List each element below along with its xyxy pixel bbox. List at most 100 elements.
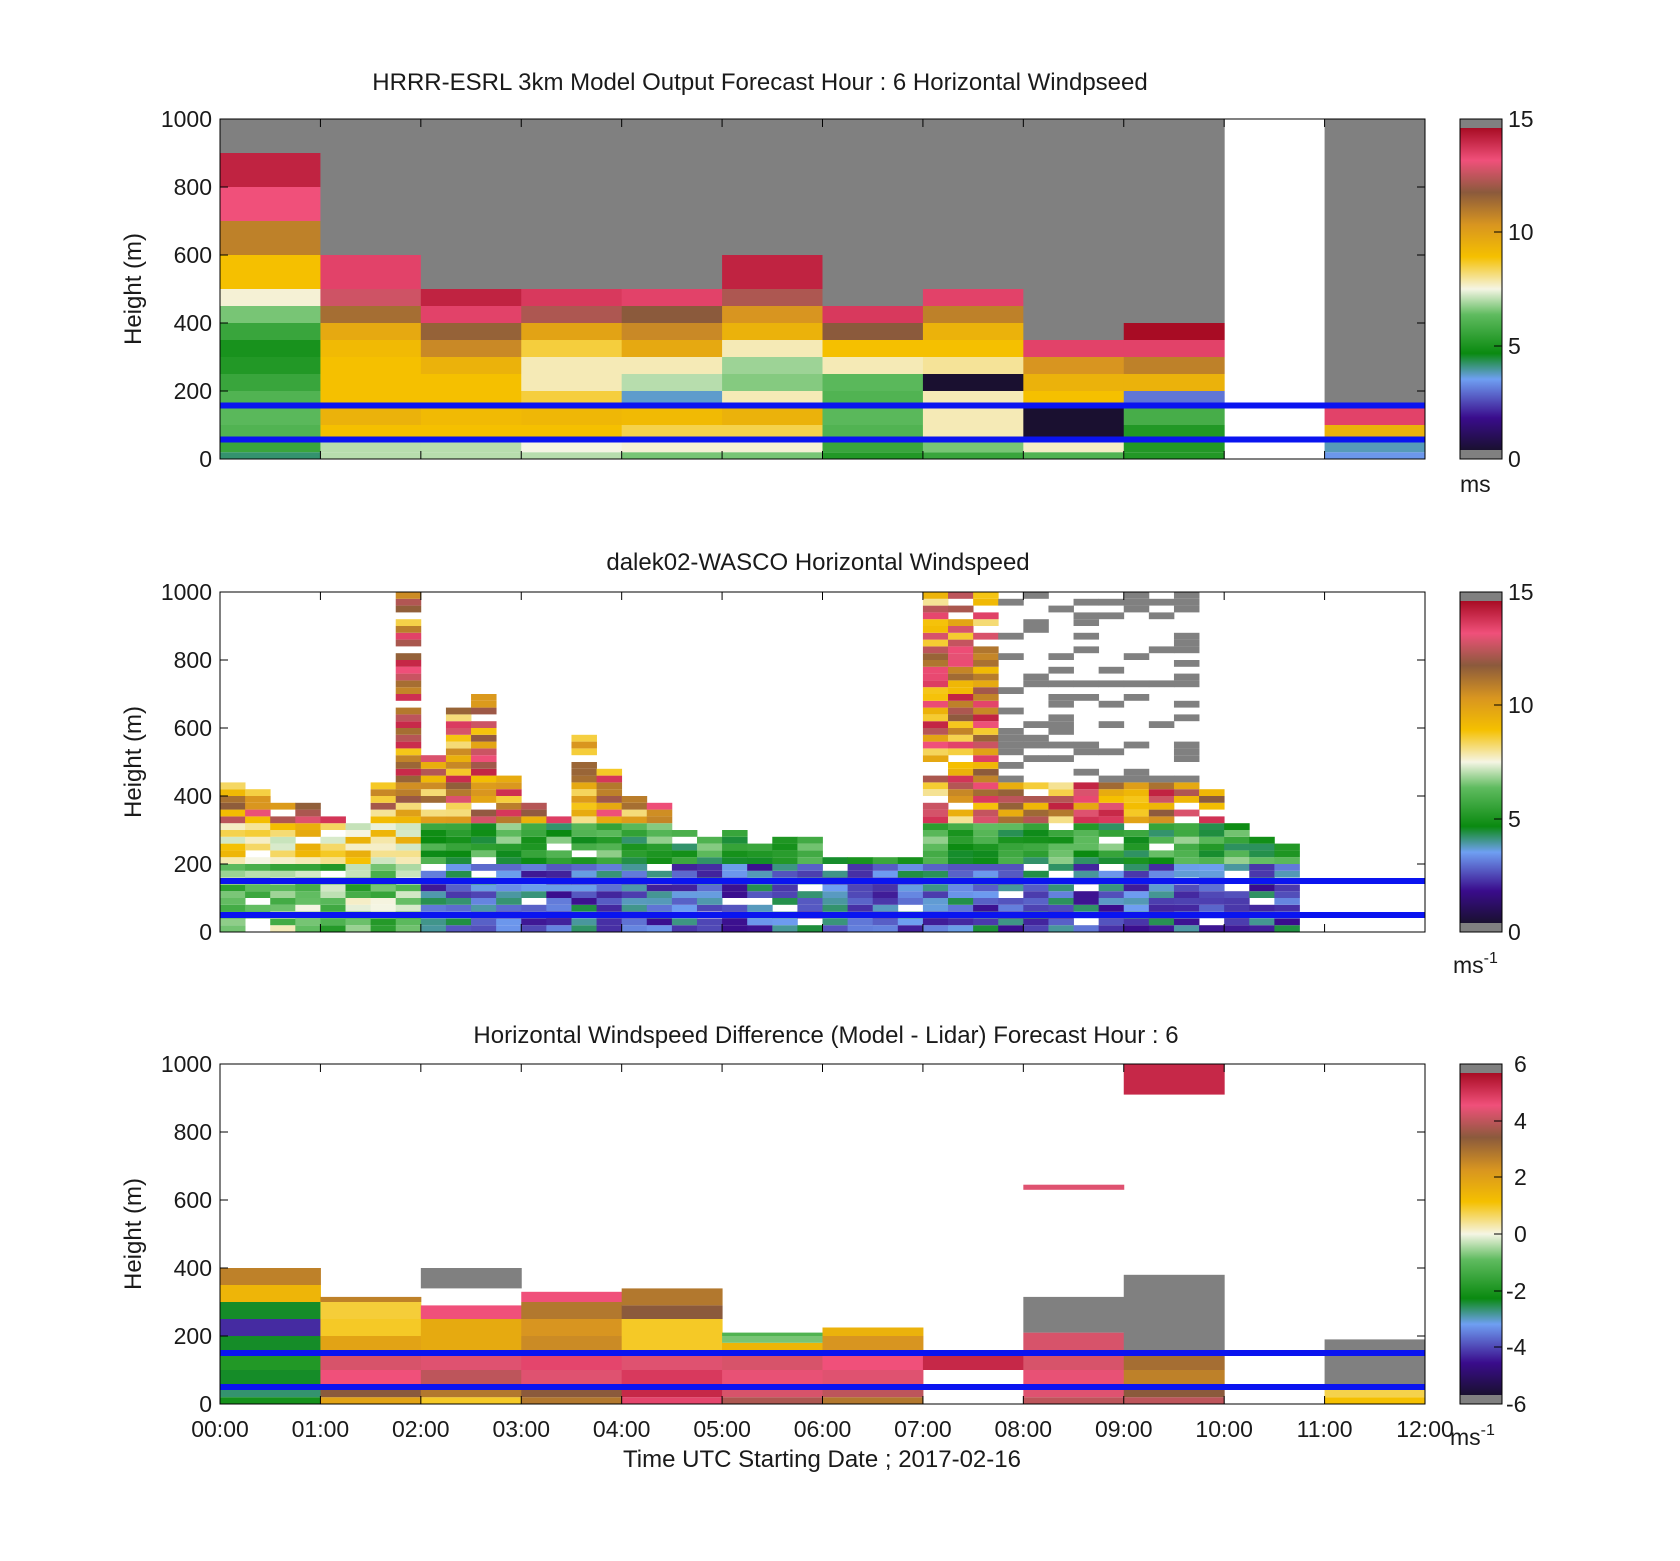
- heatmap-cell: [1148, 925, 1175, 932]
- heatmap-cell: [722, 255, 823, 289]
- heatmap-cell: [797, 850, 823, 858]
- panel-model: HRRR-ESRL 3km Model Output Forecast Hour…: [120, 69, 1534, 497]
- heatmap-cell: [420, 762, 447, 769]
- heatmap-cell: [922, 870, 949, 878]
- heatmap-cell-above-top: [822, 119, 924, 306]
- heatmap-cell: [445, 830, 472, 837]
- heatmap-cell: [571, 891, 597, 898]
- heatmap-cell-missing: [998, 653, 1024, 660]
- heatmap-cell: [973, 714, 999, 722]
- colorbar-tick-label: 0: [1514, 1221, 1527, 1247]
- x-tick-label: 05:00: [693, 1416, 751, 1442]
- heatmap-cell: [521, 1302, 623, 1319]
- heatmap-cell: [320, 864, 346, 871]
- heatmap-cell: [998, 836, 1024, 844]
- heatmap-cell: [370, 864, 397, 871]
- heatmap-cell-missing: [1173, 700, 1200, 708]
- heatmap-cell: [621, 357, 723, 374]
- heatmap-cell: [445, 728, 472, 735]
- heatmap-cell: [1023, 891, 1049, 898]
- heatmap-cell-missing: [1048, 605, 1074, 613]
- heatmap-cell-missing: [1048, 721, 1074, 728]
- heatmap-cell: [571, 741, 597, 749]
- heatmap-cell: [395, 802, 422, 810]
- heatmap-cell: [948, 666, 974, 674]
- heatmap-cell: [270, 857, 296, 864]
- heatmap-cell: [847, 898, 874, 905]
- heatmap-cell-missing: [1048, 694, 1074, 701]
- heatmap-cell: [722, 864, 748, 871]
- heatmap-cell-above-top: [1023, 119, 1125, 340]
- heatmap-cell: [922, 374, 1024, 391]
- heatmap-cell: [772, 891, 798, 898]
- heatmap-cell: [1123, 809, 1150, 817]
- heatmap-cell: [521, 830, 547, 837]
- heatmap-cell: [245, 864, 271, 871]
- heatmap-cell: [596, 836, 623, 844]
- heatmap-cell: [420, 925, 447, 932]
- colorbar-over-cap: [1460, 592, 1502, 601]
- heatmap-cell: [922, 605, 949, 613]
- heatmap-cell: [671, 904, 698, 912]
- heatmap-cell: [571, 768, 597, 776]
- heatmap-cell: [696, 843, 723, 851]
- heatmap-cell: [696, 884, 723, 892]
- heatmap-cell: [345, 904, 372, 912]
- heatmap-cell: [445, 714, 472, 722]
- heatmap-cell: [445, 755, 472, 762]
- heatmap-cell: [220, 357, 321, 374]
- heatmap-cell: [671, 891, 698, 898]
- panel-lidar-x-ticks: [219, 592, 1426, 932]
- heatmap-cell: [320, 1353, 422, 1370]
- x-tick-label: 09:00: [1095, 1416, 1153, 1442]
- heatmap-cell: [320, 1336, 422, 1353]
- heatmap-cell: [948, 741, 974, 749]
- heatmap-cell: [948, 619, 974, 626]
- heatmap-cell-missing: [1098, 666, 1125, 674]
- heatmap-cell: [1199, 816, 1225, 824]
- heatmap-cell: [948, 714, 974, 722]
- heatmap-cell: [671, 870, 698, 878]
- heatmap-cell: [521, 836, 547, 844]
- heatmap-cell: [822, 1336, 924, 1353]
- heatmap-cell: [948, 680, 974, 688]
- heatmap-cell: [471, 748, 497, 756]
- heatmap-cell: [445, 857, 472, 864]
- heatmap-cell: [646, 925, 673, 932]
- heatmap-cell: [320, 442, 422, 453]
- heatmap-cell: [872, 904, 899, 912]
- heatmap-cell: [1048, 864, 1074, 871]
- panel-model-title: HRRR-ESRL 3km Model Output Forecast Hour…: [372, 69, 1147, 96]
- heatmap-cell-missing: [1073, 619, 1100, 626]
- heatmap-cell: [922, 612, 949, 620]
- heatmap-cell: [270, 918, 296, 926]
- heatmap-cell: [420, 1397, 522, 1404]
- heatmap-cell: [922, 823, 949, 830]
- heatmap-cell: [370, 789, 397, 796]
- heatmap-cell: [420, 452, 522, 459]
- heatmap-cell: [1123, 1064, 1225, 1095]
- heatmap-cell-missing: [998, 632, 1024, 640]
- heatmap-cell: [295, 850, 321, 858]
- heatmap-cell: [395, 721, 422, 728]
- heatmap-cell-missing: [1023, 673, 1049, 681]
- colorbar-under-cap: [1460, 1395, 1502, 1404]
- heatmap-cell: [1249, 864, 1275, 871]
- heatmap-cell: [722, 1353, 823, 1370]
- heatmap-cell: [1148, 809, 1175, 817]
- heatmap-cell: [772, 850, 798, 858]
- heatmap-cell: [1274, 884, 1300, 892]
- heatmap-cell: [245, 870, 271, 878]
- heatmap-cell: [973, 830, 999, 837]
- heatmap-cell: [270, 802, 296, 810]
- heatmap-cell: [1098, 816, 1125, 824]
- heatmap-cell: [973, 884, 999, 892]
- heatmap-cell: [847, 870, 874, 878]
- heatmap-cell-missing: [1173, 748, 1200, 756]
- heatmap-cell: [722, 857, 748, 864]
- heatmap-cell: [220, 306, 321, 323]
- heatmap-cell: [521, 857, 547, 864]
- colorbar-frame: [1459, 118, 1503, 460]
- heatmap-cell: [1123, 408, 1225, 425]
- heatmap-cell: [270, 850, 296, 858]
